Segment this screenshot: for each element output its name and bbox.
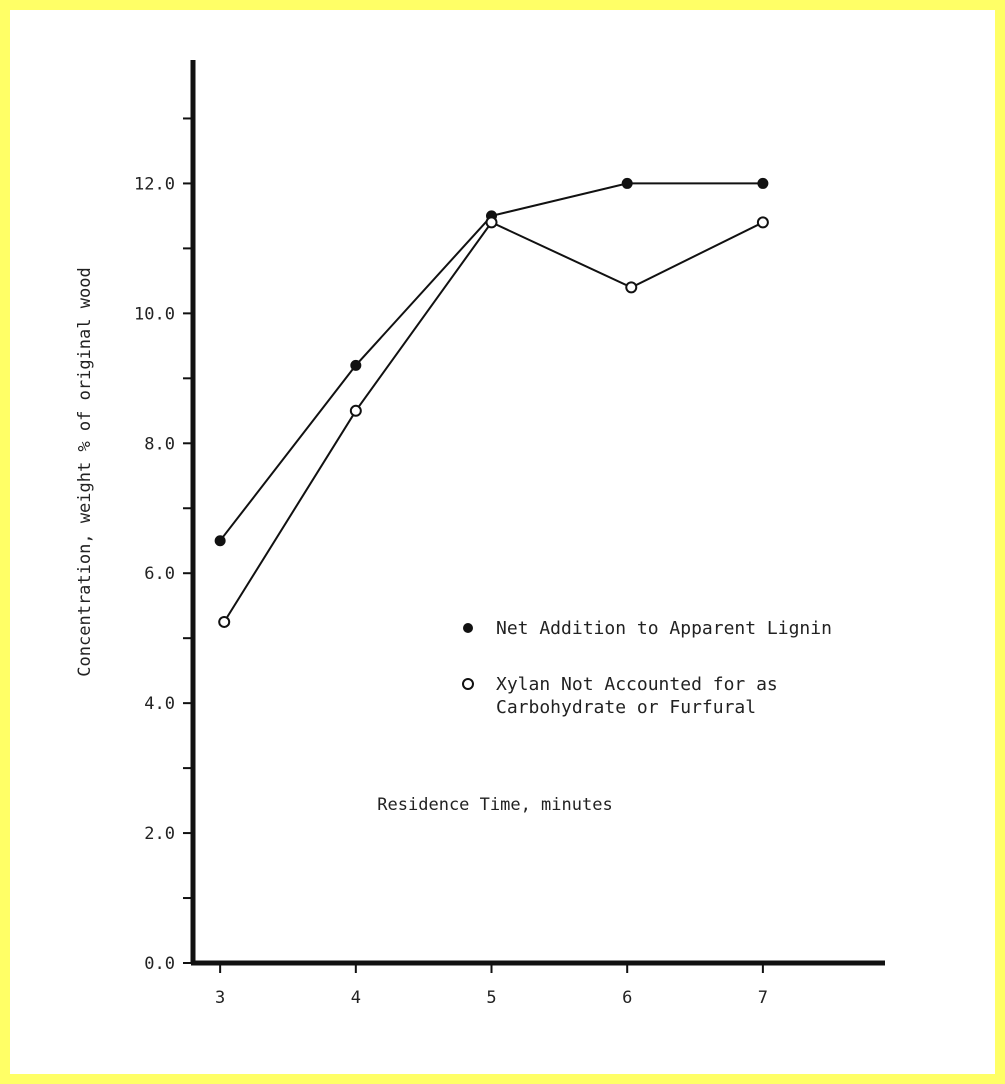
series-layer [214, 177, 769, 628]
chart-page: 0.0 2.0 4.0 6.0 8.0 10.0 12.0 3 4 5 6 7 Residence T… [10, 10, 995, 1074]
legend-marker-lignin [463, 623, 473, 633]
series-line-0 [219, 182, 763, 542]
axes: 0.0 2.0 4.0 6.0 8.0 10.0 12.0 3 4 5 6 7 [134, 60, 885, 1008]
y-tick-label: 8.0 [144, 434, 175, 454]
y-tick-label: 0.0 [144, 954, 175, 974]
y-tick-label: 12.0 [134, 174, 175, 194]
x-tick-label: 3 [215, 988, 225, 1008]
y-axis-title: Concentration, weight % of original wood [75, 267, 95, 676]
data-point-1 [625, 281, 638, 294]
y-tick-label: 6.0 [144, 564, 175, 584]
x-tick-label: 4 [351, 988, 361, 1008]
line-chart: 0.0 2.0 4.0 6.0 8.0 10.0 12.0 3 4 5 6 7 Residence T… [75, 60, 885, 1008]
x-tick-label: 6 [622, 988, 632, 1008]
data-point-0 [757, 177, 769, 189]
x-tick-label: 5 [486, 988, 496, 1008]
data-point-0 [214, 535, 226, 547]
data-point-0 [621, 177, 633, 189]
data-point-1 [756, 216, 769, 229]
x-tick-label: 7 [758, 988, 768, 1008]
y-tick-label: 4.0 [144, 694, 175, 714]
legend-marker-xylan [462, 678, 474, 690]
data-point-0 [350, 359, 362, 371]
y-tick-label: 10.0 [134, 304, 175, 324]
legend-label-xylan-line1: Xylan Not Accounted for as [496, 674, 778, 695]
y-tick-label: 2.0 [144, 824, 175, 844]
series-line-1 [223, 221, 764, 623]
x-axis-title: Residence Time, minutes [377, 795, 612, 815]
legend-label-lignin: Net Addition to Apparent Lignin [496, 618, 832, 639]
data-point-1 [218, 615, 231, 628]
data-point-1 [349, 404, 362, 417]
legend-label-xylan-line2: Carbohydrate or Furfural [496, 697, 756, 718]
data-point-1 [485, 216, 498, 229]
legend: Net Addition to Apparent Lignin Xylan No… [462, 618, 832, 718]
